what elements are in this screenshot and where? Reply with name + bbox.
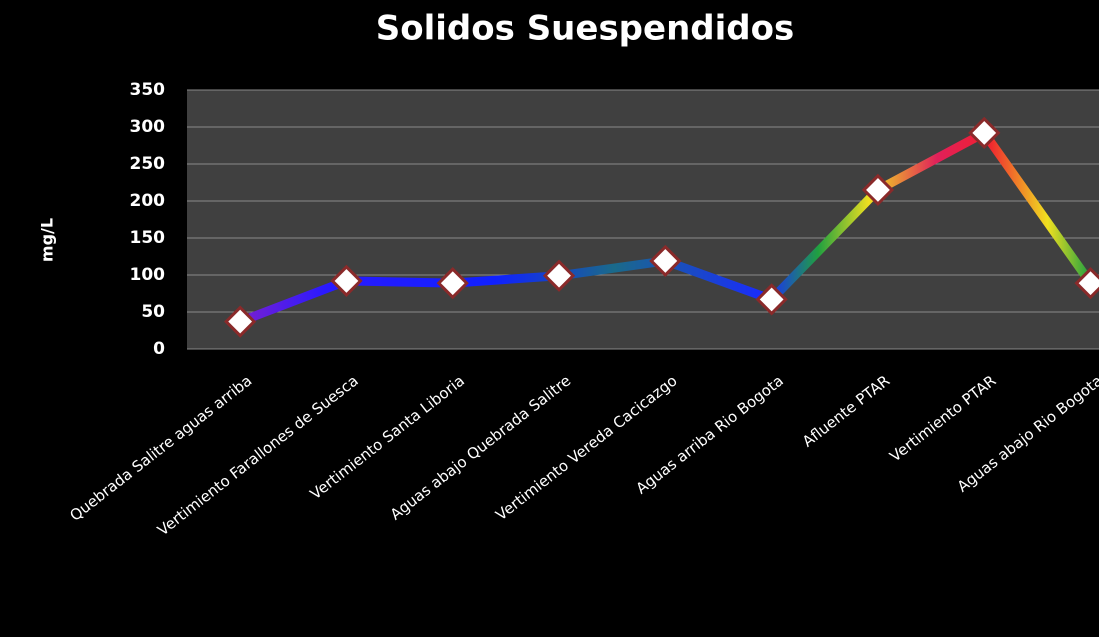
marker (542, 259, 576, 292)
marker (755, 283, 788, 316)
y-tick-label: 150 (130, 228, 166, 248)
marker (649, 244, 682, 278)
y-tick-label: 0 (153, 339, 165, 359)
y-tick-label: 100 (130, 265, 166, 285)
marker (330, 264, 363, 298)
y-tick-label: 200 (130, 191, 166, 211)
y-tick-label: 50 (141, 302, 165, 322)
y-tick-label: 300 (130, 117, 166, 137)
marker (968, 116, 1001, 150)
y-axis-label: mg/L (38, 218, 57, 262)
marker (1074, 267, 1099, 300)
marker (224, 305, 257, 338)
plot-area (187, 90, 1099, 349)
marker (861, 173, 895, 207)
marker (436, 267, 469, 300)
chart-title: Solidos Suespendidos (376, 9, 794, 49)
y-tick-label: 250 (130, 154, 166, 174)
y-tick-label: 350 (130, 80, 166, 100)
